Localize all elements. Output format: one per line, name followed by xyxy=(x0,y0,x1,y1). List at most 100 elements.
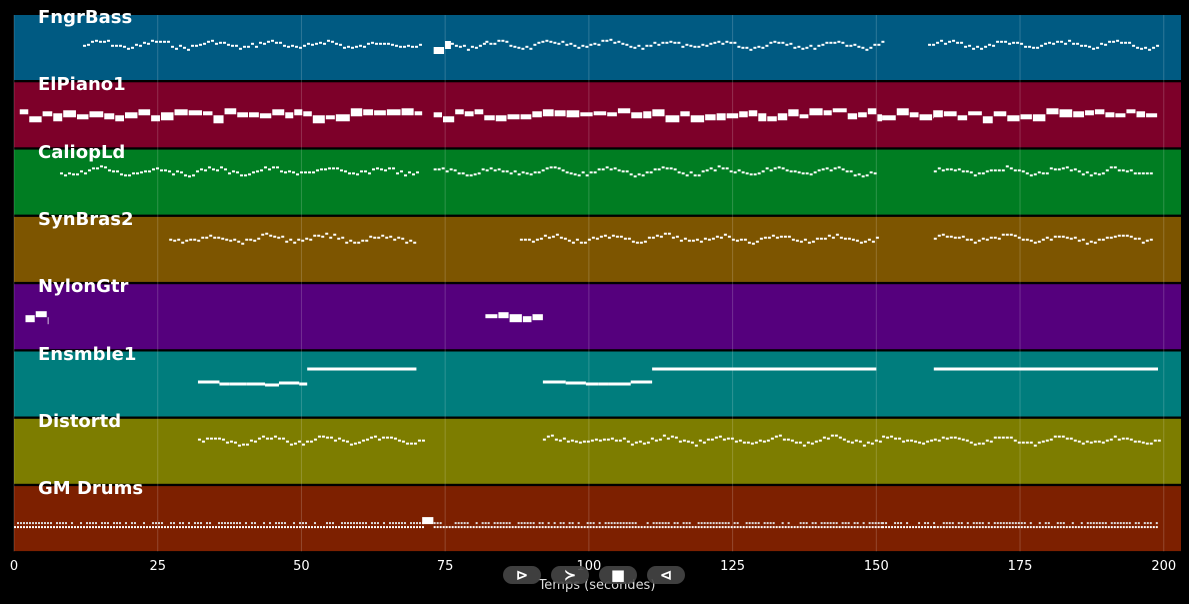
note xyxy=(769,526,772,529)
note xyxy=(1000,40,1004,43)
note xyxy=(667,232,671,235)
play-button[interactable]: ⊳ xyxy=(503,566,541,584)
note xyxy=(83,526,85,529)
note xyxy=(789,42,793,45)
note xyxy=(137,526,139,529)
note xyxy=(520,114,532,120)
note xyxy=(735,239,739,242)
note xyxy=(405,442,409,445)
note xyxy=(457,526,460,529)
note xyxy=(227,522,229,525)
note xyxy=(810,442,814,445)
note xyxy=(717,165,721,168)
note xyxy=(556,526,559,529)
note xyxy=(337,237,341,240)
note xyxy=(694,444,698,447)
note xyxy=(249,112,259,118)
note xyxy=(803,238,807,241)
note xyxy=(835,526,838,529)
note xyxy=(594,438,598,441)
note xyxy=(665,167,669,170)
note xyxy=(377,522,379,525)
note xyxy=(394,44,398,47)
note xyxy=(941,169,945,172)
note xyxy=(693,174,697,177)
previous-button[interactable]: ⊲ xyxy=(647,566,685,584)
note xyxy=(1035,526,1038,529)
note xyxy=(1136,111,1146,118)
note xyxy=(957,522,960,525)
note xyxy=(571,526,574,529)
note xyxy=(489,167,493,170)
note xyxy=(14,526,16,529)
note xyxy=(737,45,741,48)
note xyxy=(1081,238,1085,241)
note xyxy=(1077,526,1080,529)
note xyxy=(989,169,993,172)
note xyxy=(932,43,936,46)
note xyxy=(1128,526,1131,529)
note xyxy=(1026,526,1029,529)
note xyxy=(701,43,705,46)
note xyxy=(577,526,580,529)
note xyxy=(673,522,676,525)
note xyxy=(531,240,535,243)
note xyxy=(389,522,391,525)
note xyxy=(802,526,805,529)
note xyxy=(341,439,345,442)
note xyxy=(877,522,880,525)
note xyxy=(177,238,181,241)
note xyxy=(933,110,934,119)
note xyxy=(1009,436,1013,439)
note xyxy=(151,115,160,122)
note xyxy=(643,526,646,529)
note xyxy=(236,522,238,525)
note xyxy=(593,42,597,45)
note xyxy=(273,235,277,238)
note xyxy=(241,242,245,245)
note xyxy=(146,42,150,45)
note xyxy=(1095,522,1098,525)
x-tick-label: 175 xyxy=(1007,559,1033,574)
note xyxy=(50,522,52,525)
note xyxy=(1057,435,1061,438)
note xyxy=(329,436,333,439)
note xyxy=(110,44,114,47)
note xyxy=(499,522,502,525)
note xyxy=(683,237,687,240)
note xyxy=(867,238,871,241)
note xyxy=(1093,241,1097,244)
stop-button[interactable]: ■ xyxy=(599,566,637,584)
note xyxy=(850,441,854,444)
note xyxy=(1032,46,1036,49)
next-button[interactable]: ≻ xyxy=(551,566,589,584)
note xyxy=(713,169,717,172)
note xyxy=(714,436,718,439)
note xyxy=(1119,522,1122,525)
note xyxy=(463,526,466,529)
note xyxy=(293,241,297,244)
note xyxy=(682,522,685,525)
note xyxy=(985,238,989,241)
note xyxy=(299,171,303,174)
note xyxy=(205,236,209,239)
track-label: FngrBass xyxy=(38,7,133,28)
note xyxy=(585,45,589,48)
note xyxy=(314,526,316,529)
note xyxy=(829,41,833,44)
note xyxy=(634,441,638,444)
note xyxy=(921,526,924,529)
note xyxy=(604,526,607,529)
note xyxy=(315,169,319,172)
note xyxy=(401,440,405,443)
note xyxy=(152,522,154,525)
note xyxy=(981,172,985,175)
note xyxy=(23,522,25,525)
note xyxy=(1140,47,1144,50)
x-tick-label: 150 xyxy=(863,559,889,574)
note xyxy=(583,241,587,244)
note xyxy=(347,522,349,525)
note xyxy=(1113,235,1117,238)
note xyxy=(641,174,645,177)
note xyxy=(474,46,478,49)
